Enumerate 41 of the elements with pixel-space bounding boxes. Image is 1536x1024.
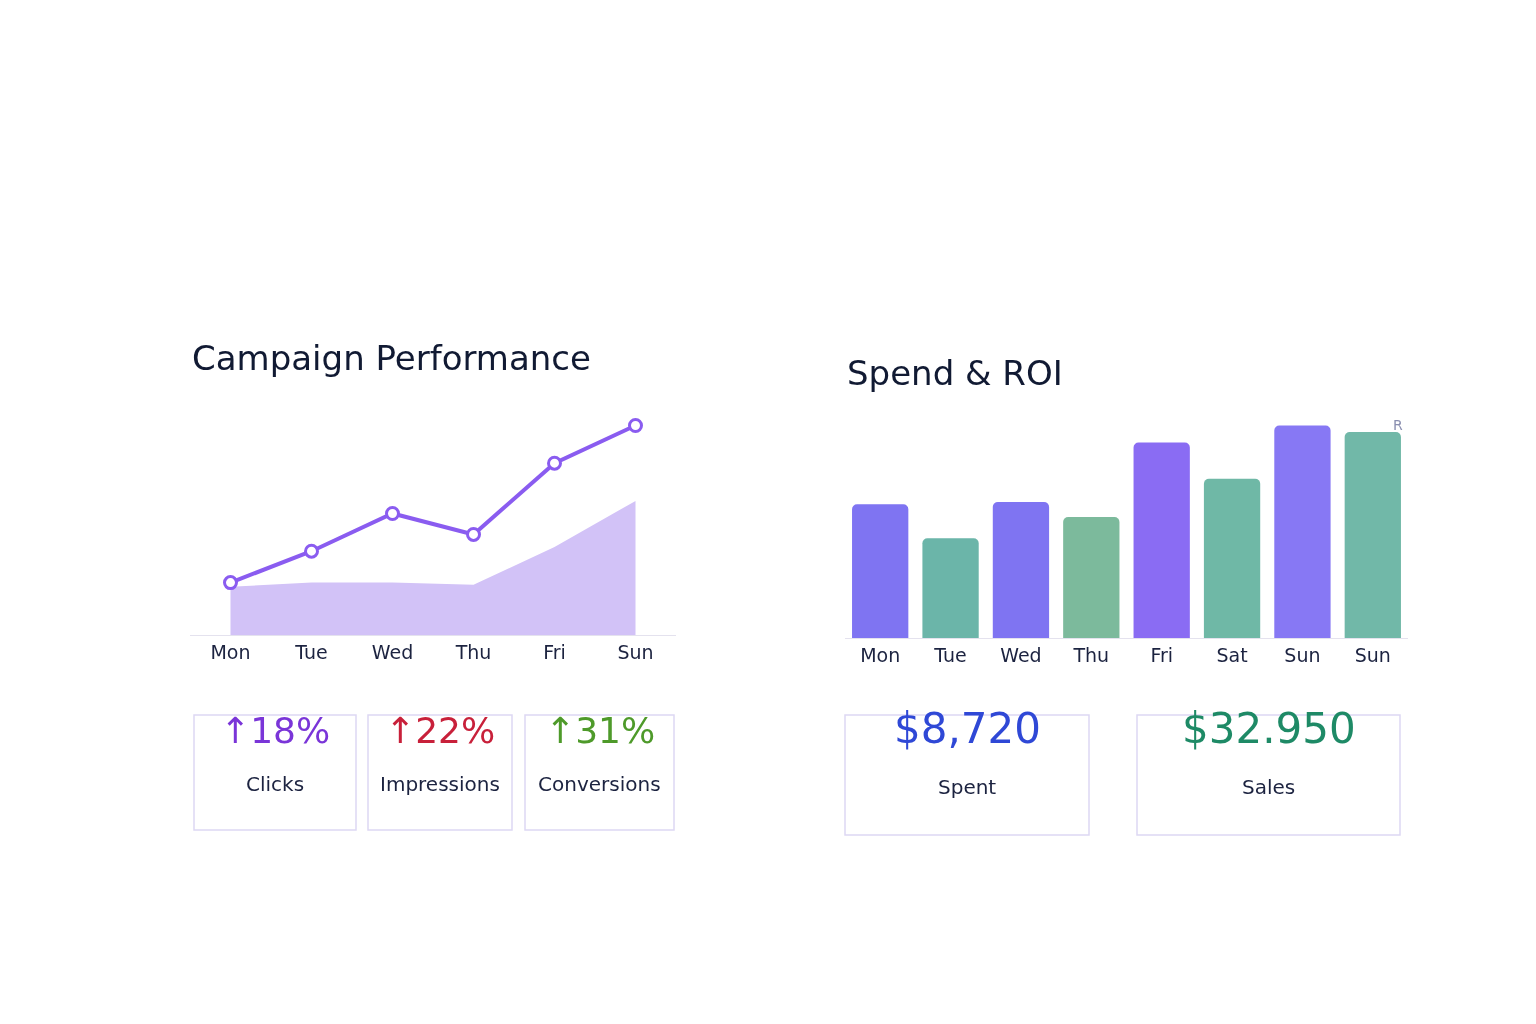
x-tick-label: Sat [1216,643,1248,666]
bar [922,538,979,638]
x-tick-label: Wed [1000,643,1042,666]
x-tick-label: Sun [617,640,654,663]
x-tick-label: Fri [1150,643,1174,666]
chart-title: Spend & ROI [847,353,1063,393]
text: ↑18% [220,710,331,751]
bar [1133,442,1190,638]
bar [852,504,909,638]
bar [1274,425,1331,638]
annotation: R [1393,417,1403,433]
x-tick-label: Sun [1284,643,1321,666]
bar [1344,431,1401,638]
text: Spent [938,775,997,799]
text: Conversions [538,772,661,796]
point [547,455,562,471]
text: Sales [1242,775,1296,799]
text: ↑31% [545,710,656,751]
bar [1063,516,1120,638]
point [466,526,481,542]
x-tick-label: Mon [860,643,901,666]
text: ↑22% [385,710,496,751]
text: Clicks [246,772,305,796]
x-tick-label: Tue [933,643,967,666]
text: $32.950 [1182,704,1356,753]
bar [1203,478,1261,638]
point [628,417,643,433]
text: Impressions [380,772,500,796]
x-tick-label: Wed [371,640,414,663]
point [223,575,238,591]
x-tick-label: Sun [1354,643,1391,666]
x-tick-label: Fri [543,640,566,663]
point [385,505,400,521]
x-tick-label: Thu [1072,643,1110,666]
point [304,543,319,559]
bar [992,502,1050,638]
text: $8,720 [894,704,1041,753]
x-tick-label: Thu [454,640,492,663]
x-tick-label: Mon [210,640,251,663]
x-tick-label: Tue [294,640,328,663]
chart-title: Campaign Performance [192,338,591,378]
